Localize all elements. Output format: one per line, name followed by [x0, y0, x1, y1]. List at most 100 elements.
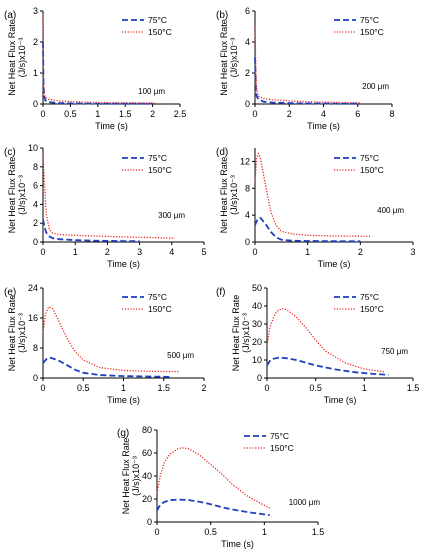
y-tick-label: 0	[147, 517, 152, 527]
x-tick-label: 4	[169, 247, 174, 257]
y-tick-label: 2	[245, 68, 250, 78]
legend-label: 75°C	[360, 292, 379, 302]
y-axis-label: Net Heat Flux Rate(J/s)x10⁻³	[7, 157, 27, 234]
x-axis-label: Time (s)	[221, 539, 254, 549]
y-tick-label: 0	[33, 373, 38, 383]
x-tick-label: 1	[121, 383, 126, 393]
y-tick-label: 40	[252, 301, 262, 311]
legend-label: 75°C	[148, 153, 167, 163]
y-tick-label: 8	[33, 162, 38, 172]
y-axis-label-line: (J/s)x10⁻³	[131, 456, 141, 496]
x-axis-label: Time (s)	[107, 395, 140, 405]
x-axis-label: Time (s)	[107, 259, 140, 269]
series-line-150c	[254, 152, 371, 237]
x-tick-label: 0	[252, 247, 257, 257]
series-line-150c	[42, 306, 180, 373]
y-tick-label: 0	[245, 99, 250, 109]
series-line-75c	[42, 356, 172, 378]
x-tick-label: 0	[264, 383, 269, 393]
thickness-annotation: 500 μm	[167, 351, 194, 360]
legend-label: 150°C	[270, 443, 294, 453]
y-axis-label-line: Net Heat Flux Rate	[7, 295, 17, 372]
y-tick-label: 8	[245, 183, 250, 193]
x-axis-label: Time (s)	[318, 259, 351, 269]
x-tick-label: 1.5	[407, 383, 420, 393]
y-tick-label: 10	[28, 143, 38, 153]
y-tick-label: 6	[245, 6, 250, 16]
panel-g: 0 0.5 1 1.5 0 20 40 60 80 Time (s) Net Heat Flux R…	[117, 425, 324, 549]
legend-label: 75°C	[270, 431, 289, 441]
panel-label: (d)	[216, 147, 228, 158]
panel-c: 0 1 2 3 4 5 0 2 4 6 8 10 Time (s) Net Heat Flux Rate(…	[4, 143, 207, 269]
x-tick-label: 0.5	[204, 527, 217, 537]
x-tick-label: 1	[95, 109, 100, 119]
thickness-annotation: 400 μm	[377, 206, 404, 215]
series-line-75c	[254, 216, 361, 243]
y-axis-label: Net Heat Flux Rate(J/s)x10⁻³	[219, 19, 239, 96]
x-tick-label: 2	[358, 247, 363, 257]
y-tick-label: 50	[252, 283, 262, 293]
legend-label: 75°C	[360, 153, 379, 163]
x-tick-label: 0.5	[309, 383, 322, 393]
y-axis-label-line: Net Heat Flux Rate	[7, 19, 17, 96]
panel-label: (g)	[117, 428, 129, 439]
x-tick-label: 0	[154, 527, 159, 537]
y-axis-label-line: (J/s)x10⁻³	[229, 38, 239, 78]
panel-label: (e)	[4, 287, 16, 298]
x-axis-label: Time (s)	[307, 121, 340, 131]
panel-label: (f)	[216, 287, 225, 298]
legend-label: 150°C	[360, 165, 384, 175]
x-tick-label: 1	[305, 247, 310, 257]
x-tick-label: 3	[410, 247, 415, 257]
x-tick-label: 1.5	[157, 383, 170, 393]
y-tick-label: 2	[33, 218, 38, 228]
y-tick-label: 20	[142, 494, 152, 504]
y-tick-label: 30	[252, 319, 262, 329]
y-axis-label-line: (J/s)x10⁻³	[17, 38, 27, 78]
y-tick-label: 40	[142, 471, 152, 481]
y-axis-label-line: Net Heat Flux Rate	[219, 19, 229, 96]
y-axis-label-line: (J/s)x10⁻³	[241, 313, 251, 353]
x-tick-label: 1	[73, 247, 78, 257]
y-axis-label: Net Heat Flux Rate(J/s)x10⁻³	[121, 438, 141, 515]
y-tick-label: 3	[33, 6, 38, 16]
x-tick-label: 0	[40, 109, 45, 119]
legend-label: 150°C	[148, 165, 172, 175]
series-line-150c	[254, 26, 362, 104]
y-tick-label: 4	[33, 199, 38, 209]
panel-label: (a)	[4, 10, 16, 21]
y-tick-label: 1	[33, 68, 38, 78]
x-tick-label: 2	[105, 247, 110, 257]
y-tick-label: 60	[142, 448, 152, 458]
y-tick-label: 8	[33, 343, 38, 353]
series-line-150c	[156, 447, 271, 509]
legend-label: 75°C	[148, 292, 167, 302]
y-tick-label: 10	[252, 355, 262, 365]
thickness-annotation: 300 μm	[158, 211, 185, 220]
x-tick-label: 8	[389, 109, 394, 119]
x-tick-label: 4	[321, 109, 326, 119]
x-tick-label: 6	[355, 109, 360, 119]
y-axis-label-line: (J/s)x10⁻³	[229, 175, 239, 215]
panel-a: 0 0.5 1 1.5 2 2.5 0 1 2 3 Time (s) Net Heat Flux Ra…	[4, 6, 186, 131]
x-tick-label: 0.5	[77, 383, 90, 393]
y-axis-label-line: (J/s)x10⁻³	[17, 313, 27, 353]
x-tick-label: 1.5	[312, 527, 325, 537]
legend-label: 75°C	[148, 15, 167, 25]
y-tick-label: 0	[245, 237, 250, 247]
x-tick-label: 2	[201, 383, 206, 393]
panel-b: 0 2 4 6 8 0 2 4 6 Time (s) Net Heat Flux Rate(J/s)…	[216, 6, 395, 131]
x-tick-label: 1	[362, 383, 367, 393]
panel-e: 0 0.5 1 1.5 2 0 8 16 24 Time (s) Net Heat Flux Rat…	[4, 283, 207, 405]
y-axis-label-line: Net Heat Flux Rate	[121, 438, 131, 515]
panel-label: (c)	[4, 147, 16, 158]
legend-label: 150°C	[148, 304, 172, 314]
y-tick-label: 0	[257, 373, 262, 383]
x-tick-label: 2	[287, 109, 292, 119]
legend-label: 75°C	[360, 15, 379, 25]
y-axis-label: Net Heat Flux Rate(J/s)x10⁻³	[7, 19, 27, 96]
y-tick-label: 24	[28, 283, 38, 293]
y-tick-label: 12	[240, 156, 250, 166]
x-axis-label: Time (s)	[324, 395, 357, 405]
